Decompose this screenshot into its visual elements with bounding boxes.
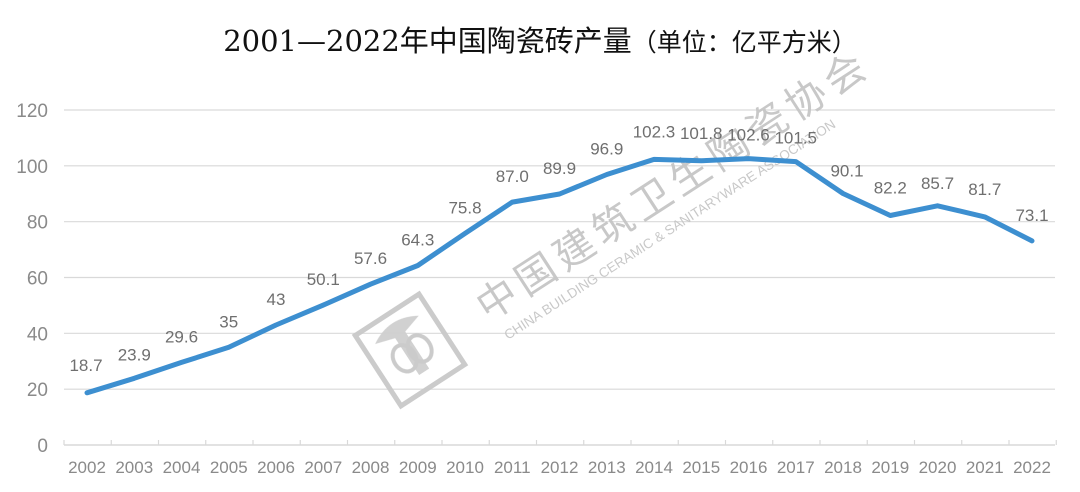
y-tick-label: 80: [27, 213, 48, 234]
series-line-production: [84, 156, 1035, 396]
x-tick-label: 2018: [824, 458, 862, 477]
data-label: 87.0: [496, 167, 529, 186]
data-label: 23.9: [118, 345, 151, 364]
data-label: 75.8: [448, 198, 481, 217]
x-tick-label: 2008: [352, 458, 390, 477]
chart-title-main: 2001—2022年中国陶瓷砖产量: [223, 24, 632, 58]
x-tick-label: 2017: [777, 458, 815, 477]
data-labels: 18.7 23.9 29.6 35 43 50.1 57.6 64.3 75.8 87.0 89.9…: [69, 122, 1048, 374]
data-label: 101.8: [680, 124, 723, 143]
data-label: 101.5: [774, 129, 817, 148]
x-tick-label: 2022: [1013, 458, 1051, 477]
y-tick-label: 120: [16, 101, 48, 122]
data-label: 102.6: [727, 126, 770, 145]
gridlines: [64, 109, 1055, 446]
data-label: 18.7: [69, 356, 102, 375]
x-tick-label: 2006: [257, 458, 295, 477]
x-tick-label: 2005: [210, 458, 248, 477]
chart-title-unit: （单位：亿平方米）: [631, 28, 857, 57]
data-label: 82.2: [874, 179, 907, 198]
x-tick-label: 2020: [919, 458, 957, 477]
data-label: 85.7: [921, 174, 954, 193]
x-tick-label: 2021: [966, 458, 1004, 477]
x-tick-label: 2002: [68, 458, 106, 477]
x-tick-label: 2014: [635, 458, 673, 477]
y-axis: 0 20 40 60 80 100 120: [16, 101, 48, 457]
y-tick-label: 0: [37, 436, 48, 457]
data-label: 102.3: [633, 122, 676, 141]
y-tick-label: 20: [27, 380, 48, 401]
x-tick-label: 2004: [163, 458, 201, 477]
data-label: 90.1: [830, 161, 863, 180]
y-tick-label: 60: [27, 269, 48, 290]
data-label: 64.3: [401, 230, 434, 249]
x-tick-label: 2012: [541, 458, 579, 477]
x-tick-label: 2007: [304, 458, 342, 477]
x-axis: 2002 2003 2004 2005 2006 2007 2008 2009 2010 2011…: [63, 440, 1057, 477]
x-tick-label: 2019: [871, 458, 909, 477]
x-tick-label: 2013: [588, 458, 626, 477]
data-label: 89.9: [543, 159, 576, 178]
data-label: 35: [219, 312, 238, 331]
x-tick-label: 2015: [682, 458, 720, 477]
data-label: 43: [267, 290, 286, 309]
x-tick-label: 2009: [399, 458, 437, 477]
x-tick-label: 2011: [494, 458, 531, 477]
data-label: 81.7: [968, 180, 1001, 199]
y-tick-label: 100: [16, 157, 48, 178]
watermark-en: CHINA BUILDING CERAMIC & SANITARYWARE AS…: [501, 117, 838, 343]
chart-title: 2001—2022年中国陶瓷砖产量（单位：亿平方米）: [0, 18, 1080, 60]
data-label: 57.6: [354, 249, 387, 268]
x-tick-label: 2016: [730, 458, 768, 477]
data-label: 73.1: [1015, 206, 1048, 225]
data-label: 50.1: [307, 270, 340, 289]
x-tick-label: 2010: [446, 458, 484, 477]
x-tick-label: 2003: [115, 458, 153, 477]
association-logo-icon: [351, 290, 469, 410]
y-tick-label: 40: [27, 324, 48, 345]
data-label: 96.9: [590, 139, 623, 158]
data-label: 29.6: [165, 327, 198, 346]
watermark: 中国建筑卫生陶瓷协会 CHINA BUILDING CERAMIC & SANI…: [351, 41, 879, 410]
watermark-cn: 中国建筑卫生陶瓷协会: [468, 41, 879, 330]
